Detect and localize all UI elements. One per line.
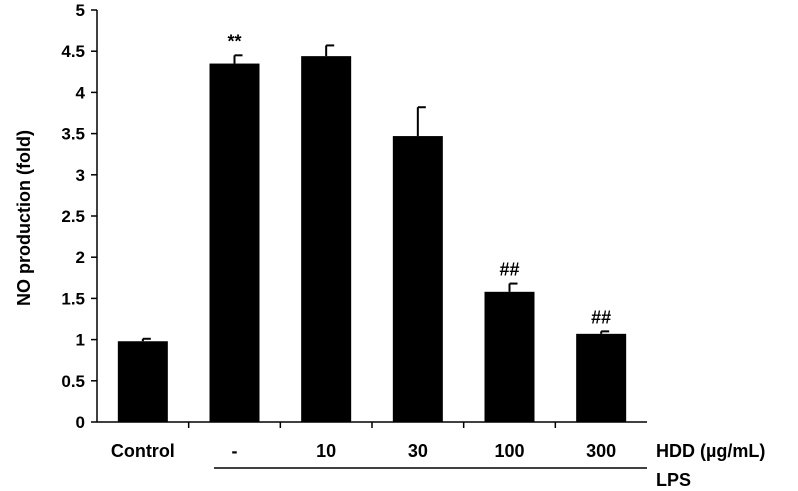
x-tick-label: Control: [111, 441, 175, 461]
x-tick-label: 300: [586, 441, 616, 461]
y-tick-label: 0.5: [61, 372, 85, 391]
x-tick-label: 10: [316, 441, 336, 461]
y-tick-label: 4: [76, 83, 86, 102]
bar: [576, 333, 627, 422]
significance-label: **: [227, 31, 241, 51]
bar: [209, 63, 260, 423]
x-tick-label: 100: [494, 441, 524, 461]
bar: [484, 291, 535, 422]
significance-label: ##: [591, 307, 611, 327]
y-tick-label: 5: [76, 1, 85, 20]
y-tick-label: 0: [76, 413, 85, 432]
bars: ** ## ##: [117, 31, 627, 423]
y-tick-label: 3.5: [61, 125, 85, 144]
y-tick-label: 2: [76, 248, 85, 267]
x-tick-labels: Control - 10 30 100 300: [111, 422, 616, 461]
lps-group-label: LPS: [656, 470, 691, 490]
bar: [117, 341, 168, 422]
x-suffix-label: HDD (µg/mL): [656, 441, 765, 461]
bar: [392, 136, 443, 422]
x-tick-label: -: [232, 441, 238, 461]
significance-label: ##: [499, 260, 519, 280]
y-tick-labels: 0 0.5 1 1.5 2 2.5 3 3.5 4 4.5 5: [61, 1, 97, 432]
y-tick-label: 3: [76, 166, 85, 185]
x-tick-label: 30: [408, 441, 428, 461]
y-axis-label: NO production (fold): [14, 130, 34, 306]
y-tick-label: 1: [76, 331, 85, 350]
y-tick-label: 4.5: [61, 42, 85, 61]
y-tick-label: 1.5: [61, 289, 85, 308]
y-tick-label: 2.5: [61, 207, 85, 226]
bar: [301, 56, 352, 422]
